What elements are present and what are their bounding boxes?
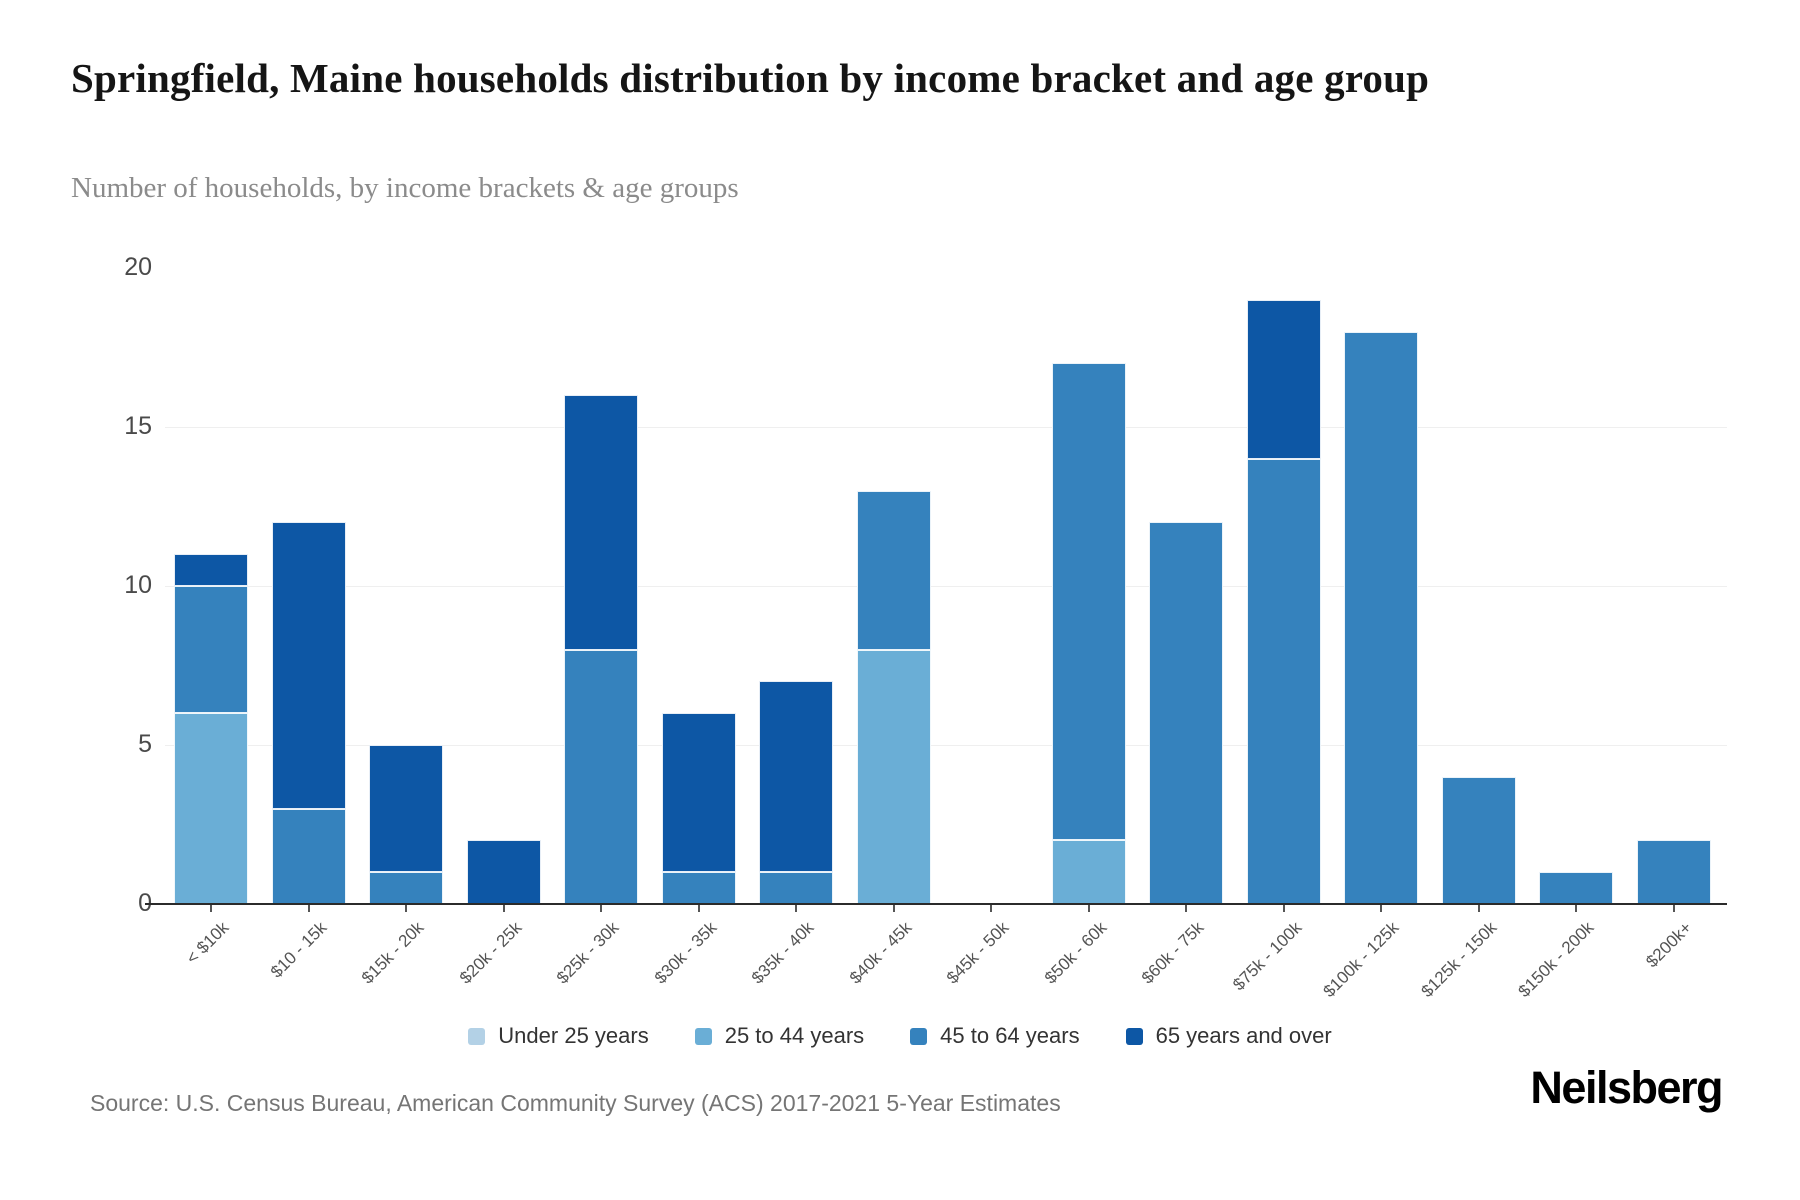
x-axis-label: $45k - 50k — [942, 918, 1013, 988]
legend-swatch-icon — [910, 1027, 928, 1045]
legend-item[interactable]: Under 25 years — [468, 1023, 649, 1049]
tick-mark — [1087, 905, 1090, 912]
tick-mark — [1282, 905, 1285, 912]
legend-label: 65 years and over — [1155, 1023, 1332, 1048]
bar-segment — [661, 713, 736, 873]
tick-mark — [210, 905, 212, 912]
legend-label: 25 to 44 years — [724, 1023, 865, 1048]
bar-segment — [759, 872, 833, 904]
bar-segment — [1246, 299, 1321, 459]
gridline — [165, 426, 1727, 428]
tick-mark — [1672, 905, 1675, 912]
bar-segment — [1636, 840, 1711, 904]
chart-title: Springfield, Maine households distributi… — [71, 55, 1430, 101]
bar-segment — [466, 840, 541, 904]
bar-segment — [1051, 363, 1126, 841]
tick-mark — [1380, 905, 1382, 912]
tick-mark — [502, 905, 505, 912]
legend-item[interactable]: 25 to 44 years — [694, 1023, 865, 1049]
bar-segment — [271, 808, 346, 904]
bar-segment — [1344, 331, 1418, 904]
x-axis-line — [145, 903, 1727, 905]
x-axis-label: $10 - 15k — [266, 918, 330, 982]
tick-mark — [600, 905, 602, 912]
legend-swatch-icon — [694, 1027, 712, 1045]
x-axis-label: $100k - 125k — [1319, 918, 1403, 1001]
tick-mark — [405, 905, 407, 912]
bar-segment — [174, 586, 248, 714]
bar-segment — [759, 681, 833, 873]
legend-item[interactable]: 45 to 64 years — [910, 1023, 1080, 1049]
bar-segment — [271, 522, 346, 809]
x-axis-label: $125k - 150k — [1416, 918, 1500, 1001]
tick-mark — [795, 905, 797, 912]
gridline — [165, 585, 1727, 587]
bar-segment — [369, 745, 443, 873]
tick-mark — [697, 905, 700, 912]
bar-segment — [856, 649, 931, 904]
y-axis-label: 10 — [124, 571, 152, 599]
bar-segment — [661, 872, 736, 904]
legend-swatch-icon — [1125, 1027, 1143, 1045]
legend-swatch-icon — [468, 1027, 486, 1045]
tick-mark — [990, 905, 992, 912]
x-axis-label: $200k+ — [1641, 918, 1695, 972]
bar-segment — [174, 554, 248, 586]
y-axis-label: 5 — [138, 730, 152, 758]
x-axis-label: $30k - 35k — [650, 918, 720, 988]
bar-segment — [1539, 872, 1613, 904]
legend-label: Under 25 years — [498, 1023, 649, 1048]
bar-segment — [564, 649, 638, 904]
x-axis-label: < $10k — [182, 918, 233, 968]
bar-segment — [174, 713, 248, 904]
y-axis-label: 15 — [124, 412, 152, 440]
tick-mark — [1575, 905, 1577, 912]
legend-item[interactable]: 65 years and over — [1125, 1023, 1332, 1049]
legend-label: 45 to 64 years — [940, 1023, 1080, 1048]
bar-segment — [1246, 458, 1321, 904]
bar-segment — [1441, 776, 1516, 904]
legend: Under 25 years 25 to 44 years 45 to 64 yea… — [0, 1018, 1800, 1054]
chart-subtitle: Number of households, by income brackets… — [71, 172, 739, 204]
source-note: Source: U.S. Census Bureau, American Com… — [90, 1090, 1061, 1116]
tick-mark — [1185, 905, 1187, 912]
bar-segment — [369, 872, 443, 904]
x-axis-label: $20k - 25k — [455, 918, 525, 988]
x-axis-label: $25k - 30k — [552, 918, 623, 988]
x-axis-label: $35k - 40k — [747, 918, 818, 988]
bar-segment — [856, 490, 931, 650]
x-axis-label: $40k - 45k — [845, 918, 915, 988]
x-axis-label: $60k - 75k — [1137, 918, 1208, 988]
x-axis-label: $50k - 60k — [1040, 918, 1110, 988]
gridline — [165, 744, 1727, 746]
bar-segment — [1149, 522, 1223, 904]
tick-mark — [892, 905, 895, 912]
x-axis-label: $150k - 200k — [1514, 918, 1598, 1001]
brand-logo: Neilsberg — [1530, 1062, 1723, 1113]
y-axis-label: 20 — [124, 253, 152, 281]
tick-mark — [1477, 905, 1480, 912]
bar-segment — [1051, 840, 1126, 904]
y-axis-label: 0 — [92, 889, 152, 918]
bar-segment — [564, 395, 638, 650]
tick-mark — [307, 905, 310, 912]
x-axis-label: $75k - 100k — [1228, 918, 1305, 995]
x-axis-label: $15k - 20k — [357, 918, 428, 988]
